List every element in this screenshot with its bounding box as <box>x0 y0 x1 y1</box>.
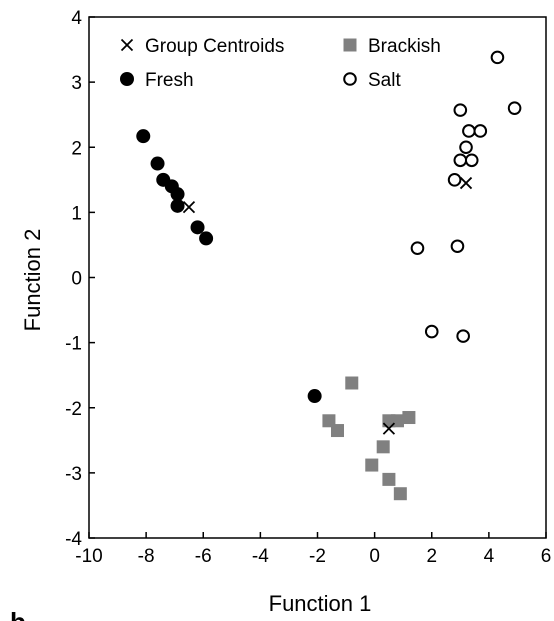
brackish-point <box>330 424 344 438</box>
salt-point <box>450 239 465 254</box>
fresh-point <box>170 187 185 202</box>
legend-marker-brackish <box>343 38 357 52</box>
y-tick-label: 4 <box>71 8 82 29</box>
y-tick-label: 3 <box>71 73 82 94</box>
legend-item-salt: Salt <box>343 70 401 91</box>
y-tick-label: -3 <box>65 464 82 485</box>
data-points <box>136 50 522 501</box>
x-tick-label: 6 <box>541 546 552 567</box>
x-tick-label: 0 <box>369 546 380 567</box>
group-centroids-point <box>382 422 396 435</box>
legend-marker-salt <box>343 72 357 86</box>
plot-area <box>88 16 547 539</box>
fresh-point <box>199 231 214 246</box>
y-tick-label: 2 <box>71 138 82 159</box>
panel-label: b <box>10 607 26 621</box>
fresh-point <box>136 129 151 144</box>
legend: Group Centroids Brackish Fresh Salt <box>120 36 441 91</box>
y-tick-label: -1 <box>65 334 82 355</box>
y-axis-title: Function 2 <box>20 229 45 332</box>
brackish-point <box>376 440 390 454</box>
salt-point <box>462 124 476 138</box>
brackish-point <box>345 376 359 390</box>
x-axis-title: Function 1 <box>269 591 372 616</box>
group-centroids-point <box>182 201 196 214</box>
salt-point <box>456 329 470 343</box>
salt-point <box>459 140 473 155</box>
legend-item-group-centroids: Group Centroids <box>120 36 284 57</box>
brackish-point <box>322 414 336 428</box>
salt-point <box>410 241 425 255</box>
group-centroids-point <box>459 176 473 190</box>
x-tick-label: 2 <box>426 546 437 567</box>
legend-label-salt: Salt <box>368 70 401 91</box>
y-axis: -4 -3 -2 -1 0 1 2 3 4 <box>65 8 95 550</box>
legend-marker-fresh <box>120 72 134 86</box>
y-tick-label: 1 <box>71 203 82 224</box>
y-tick-label: -2 <box>65 399 82 420</box>
salt-point <box>447 173 462 187</box>
fresh-point <box>150 156 165 171</box>
salt-point <box>464 153 479 168</box>
x-axis: -10 -8 -6 -4 -2 0 2 4 6 <box>75 532 551 567</box>
brackish-point <box>393 487 407 501</box>
salt-point <box>490 50 505 65</box>
salt-point <box>453 103 468 117</box>
x-tick-label: 4 <box>484 546 495 567</box>
plot-frame <box>88 16 547 539</box>
fresh-point <box>170 198 185 213</box>
legend-item-fresh: Fresh <box>120 70 194 91</box>
legend-label-fresh: Fresh <box>145 70 194 91</box>
x-tick-label: -2 <box>309 546 326 567</box>
salt-point <box>473 124 488 138</box>
legend-item-brackish: Brackish <box>343 36 441 57</box>
x-tick-label: -10 <box>75 546 102 567</box>
x-tick-label: -4 <box>252 546 269 567</box>
brackish-point <box>365 458 379 472</box>
fresh-point <box>190 220 205 235</box>
legend-label-group-centroids: Group Centroids <box>145 36 284 57</box>
brackish-point <box>402 411 416 425</box>
y-tick-label: 0 <box>71 269 82 290</box>
x-tick-label: -6 <box>195 546 212 567</box>
legend-marker-group-centroids <box>120 38 134 52</box>
salt-point <box>453 153 468 168</box>
salt-point <box>424 324 439 339</box>
x-tick-label: -8 <box>138 546 155 567</box>
brackish-point <box>382 472 396 486</box>
fresh-point <box>307 389 322 404</box>
salt-point <box>507 101 522 115</box>
legend-label-brackish: Brackish <box>368 36 441 57</box>
y-tick-label: -4 <box>65 529 82 550</box>
